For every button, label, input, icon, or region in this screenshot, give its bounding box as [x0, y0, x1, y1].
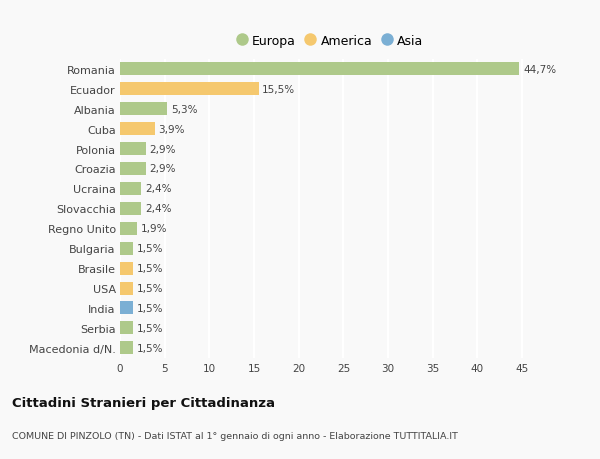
Text: 2,9%: 2,9% [149, 144, 176, 154]
Bar [120, 83, 259, 96]
Bar [120, 282, 133, 295]
Text: 1,5%: 1,5% [137, 323, 163, 333]
Bar [120, 63, 520, 76]
Text: 2,4%: 2,4% [145, 184, 172, 194]
Text: 15,5%: 15,5% [262, 84, 295, 95]
Bar [120, 262, 133, 275]
Legend: Europa, America, Asia: Europa, America, Asia [232, 30, 428, 53]
Text: 3,9%: 3,9% [158, 124, 185, 134]
Bar [120, 123, 155, 136]
Bar [120, 202, 142, 215]
Text: 1,5%: 1,5% [137, 283, 163, 293]
Text: 44,7%: 44,7% [523, 65, 556, 75]
Text: COMUNE DI PINZOLO (TN) - Dati ISTAT al 1° gennaio di ogni anno - Elaborazione TU: COMUNE DI PINZOLO (TN) - Dati ISTAT al 1… [12, 431, 458, 440]
Text: 2,4%: 2,4% [145, 204, 172, 214]
Text: 1,5%: 1,5% [137, 343, 163, 353]
Text: 1,5%: 1,5% [137, 303, 163, 313]
Bar [120, 222, 137, 235]
Text: Cittadini Stranieri per Cittadinanza: Cittadini Stranieri per Cittadinanza [12, 396, 275, 409]
Bar [120, 322, 133, 335]
Text: 5,3%: 5,3% [171, 104, 197, 114]
Text: 1,5%: 1,5% [137, 263, 163, 274]
Bar [120, 302, 133, 315]
Bar [120, 103, 167, 116]
Text: 1,9%: 1,9% [140, 224, 167, 234]
Text: 2,9%: 2,9% [149, 164, 176, 174]
Bar [120, 162, 146, 175]
Bar [120, 341, 133, 354]
Bar [120, 143, 146, 156]
Text: 1,5%: 1,5% [137, 244, 163, 254]
Bar [120, 183, 142, 196]
Bar [120, 242, 133, 255]
